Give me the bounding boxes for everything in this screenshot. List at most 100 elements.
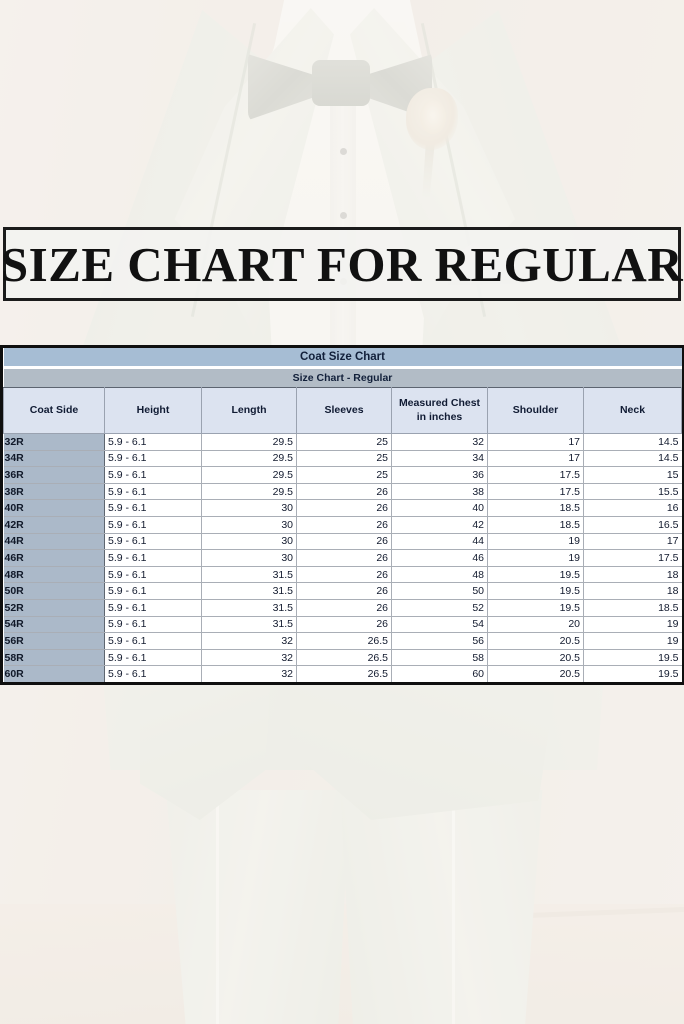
cell-sleeves: 26.5 [296, 665, 392, 682]
cell-shoulder: 18.5 [487, 499, 584, 517]
cell-shoulder: 19.5 [487, 599, 584, 617]
bow-tie-knot [312, 60, 370, 106]
size-chart-table: Coat Size Chart Size Chart - Regular Coa… [3, 348, 683, 682]
cell-shoulder: 20 [487, 616, 584, 634]
cell-shoulder: 17.5 [487, 483, 584, 501]
shirt-stud [340, 148, 347, 155]
shirt-stud [340, 212, 347, 219]
cell-height: 5.9 - 6.1 [104, 665, 202, 682]
page-title: SIZE CHART FOR REGULAR [0, 236, 684, 292]
table-row: 32R 5.9 - 6.1 29.5 25 32 17 14.5 [3, 433, 682, 451]
cell-sleeves: 26 [296, 566, 392, 584]
cell-shoulder: 20.5 [487, 649, 584, 667]
cell-neck: 19.5 [583, 665, 682, 682]
cell-height: 5.9 - 6.1 [104, 566, 202, 584]
table-row: 48R 5.9 - 6.1 31.5 26 48 19.5 18 [3, 566, 682, 584]
cell-sleeves: 26 [296, 533, 392, 551]
cell-coat-side: 32R [3, 433, 105, 451]
size-chart-container: Coat Size Chart Size Chart - Regular Coa… [0, 345, 684, 685]
cell-coat-side: 34R [3, 450, 105, 468]
cell-height: 5.9 - 6.1 [104, 450, 202, 468]
cell-sleeves: 26 [296, 582, 392, 600]
cell-shoulder: 19.5 [487, 566, 584, 584]
cell-length: 29.5 [201, 466, 297, 484]
cell-neck: 19 [583, 632, 682, 650]
cell-neck: 17 [583, 533, 682, 551]
cell-height: 5.9 - 6.1 [104, 599, 202, 617]
cell-shoulder: 17 [487, 450, 584, 468]
cell-length: 32 [201, 649, 297, 667]
table-row: 36R 5.9 - 6.1 29.5 25 36 17.5 15 [3, 466, 682, 484]
column-header-measured-chest: Measured Chest in inches [391, 387, 488, 434]
cell-length: 30 [201, 549, 297, 567]
cell-sleeves: 26 [296, 549, 392, 567]
cell-length: 32 [201, 632, 297, 650]
table-row: 58R 5.9 - 6.1 32 26.5 58 20.5 19.5 [3, 649, 682, 667]
cell-length: 30 [201, 533, 297, 551]
cell-length: 30 [201, 516, 297, 534]
column-header-length: Length [201, 387, 297, 434]
column-header-label-line2: in inches [416, 410, 463, 423]
cell-neck: 19.5 [583, 649, 682, 667]
cell-coat-side: 56R [3, 632, 105, 650]
cell-length: 29.5 [201, 483, 297, 501]
cell-measured-chest: 60 [391, 665, 488, 682]
chart-title-band: Coat Size Chart [3, 348, 682, 369]
cell-neck: 14.5 [583, 450, 682, 468]
cell-measured-chest: 46 [391, 549, 488, 567]
cell-neck: 14.5 [583, 433, 682, 451]
cell-height: 5.9 - 6.1 [104, 433, 202, 451]
table-row: 44R 5.9 - 6.1 30 26 44 19 17 [3, 533, 682, 551]
size-chart-body: 32R 5.9 - 6.1 29.5 25 32 17 14.5 34R 5.9 - 6.1 29… [3, 433, 682, 682]
column-header-label: Height [136, 403, 170, 416]
cell-shoulder: 18.5 [487, 516, 584, 534]
cell-sleeves: 26.5 [296, 632, 392, 650]
column-header-height: Height [104, 387, 202, 434]
column-header-label: Sleeves [324, 403, 364, 416]
column-header-neck: Neck [582, 387, 683, 434]
cell-sleeves: 25 [296, 466, 392, 484]
cell-coat-side: 40R [3, 499, 105, 517]
cell-sleeves: 26 [296, 499, 392, 517]
cell-coat-side: 60R [3, 665, 105, 682]
cell-coat-side: 38R [3, 483, 105, 501]
cell-neck: 19 [583, 616, 682, 634]
table-row: 50R 5.9 - 6.1 31.5 26 50 19.5 18 [3, 582, 682, 600]
cell-sleeves: 26.5 [296, 649, 392, 667]
cell-shoulder: 17.5 [487, 466, 584, 484]
cell-length: 31.5 [201, 599, 297, 617]
cell-shoulder: 20.5 [487, 632, 584, 650]
trouser-right-leg [340, 790, 543, 1024]
chart-title: Coat Size Chart [3, 348, 682, 369]
cell-coat-side: 44R [3, 533, 105, 551]
cell-length: 31.5 [201, 566, 297, 584]
cell-coat-side: 50R [3, 582, 105, 600]
column-header-label-line1: Measured Chest [398, 397, 481, 410]
column-header-sleeves: Sleeves [296, 387, 392, 434]
cell-measured-chest: 48 [391, 566, 488, 584]
column-header-label: Shoulder [512, 403, 559, 416]
cell-measured-chest: 44 [391, 533, 488, 551]
table-row: 34R 5.9 - 6.1 29.5 25 34 17 14.5 [3, 450, 682, 468]
cell-sleeves: 25 [296, 433, 392, 451]
table-row: 56R 5.9 - 6.1 32 26.5 56 20.5 19 [3, 632, 682, 650]
cell-height: 5.9 - 6.1 [104, 483, 202, 501]
column-header-coat-side: Coat Side [3, 387, 105, 434]
table-row: 42R 5.9 - 6.1 30 26 42 18.5 16.5 [3, 516, 682, 534]
cell-measured-chest: 52 [391, 599, 488, 617]
cell-measured-chest: 36 [391, 466, 488, 484]
cell-sleeves: 26 [296, 599, 392, 617]
column-header-label: Coat Side [29, 403, 79, 416]
cell-height: 5.9 - 6.1 [104, 466, 202, 484]
cell-measured-chest: 50 [391, 582, 488, 600]
cell-neck: 16 [583, 499, 682, 517]
cell-coat-side: 42R [3, 516, 105, 534]
cell-height: 5.9 - 6.1 [104, 499, 202, 517]
chart-subtitle-band: Size Chart - Regular [3, 367, 682, 388]
cell-coat-side: 36R [3, 466, 105, 484]
table-row: 54R 5.9 - 6.1 31.5 26 54 20 19 [3, 616, 682, 634]
table-row: 52R 5.9 - 6.1 31.5 26 52 19.5 18.5 [3, 599, 682, 617]
cell-neck: 15 [583, 466, 682, 484]
table-row: 38R 5.9 - 6.1 29.5 26 38 17.5 15.5 [3, 483, 682, 501]
cell-shoulder: 19.5 [487, 582, 584, 600]
